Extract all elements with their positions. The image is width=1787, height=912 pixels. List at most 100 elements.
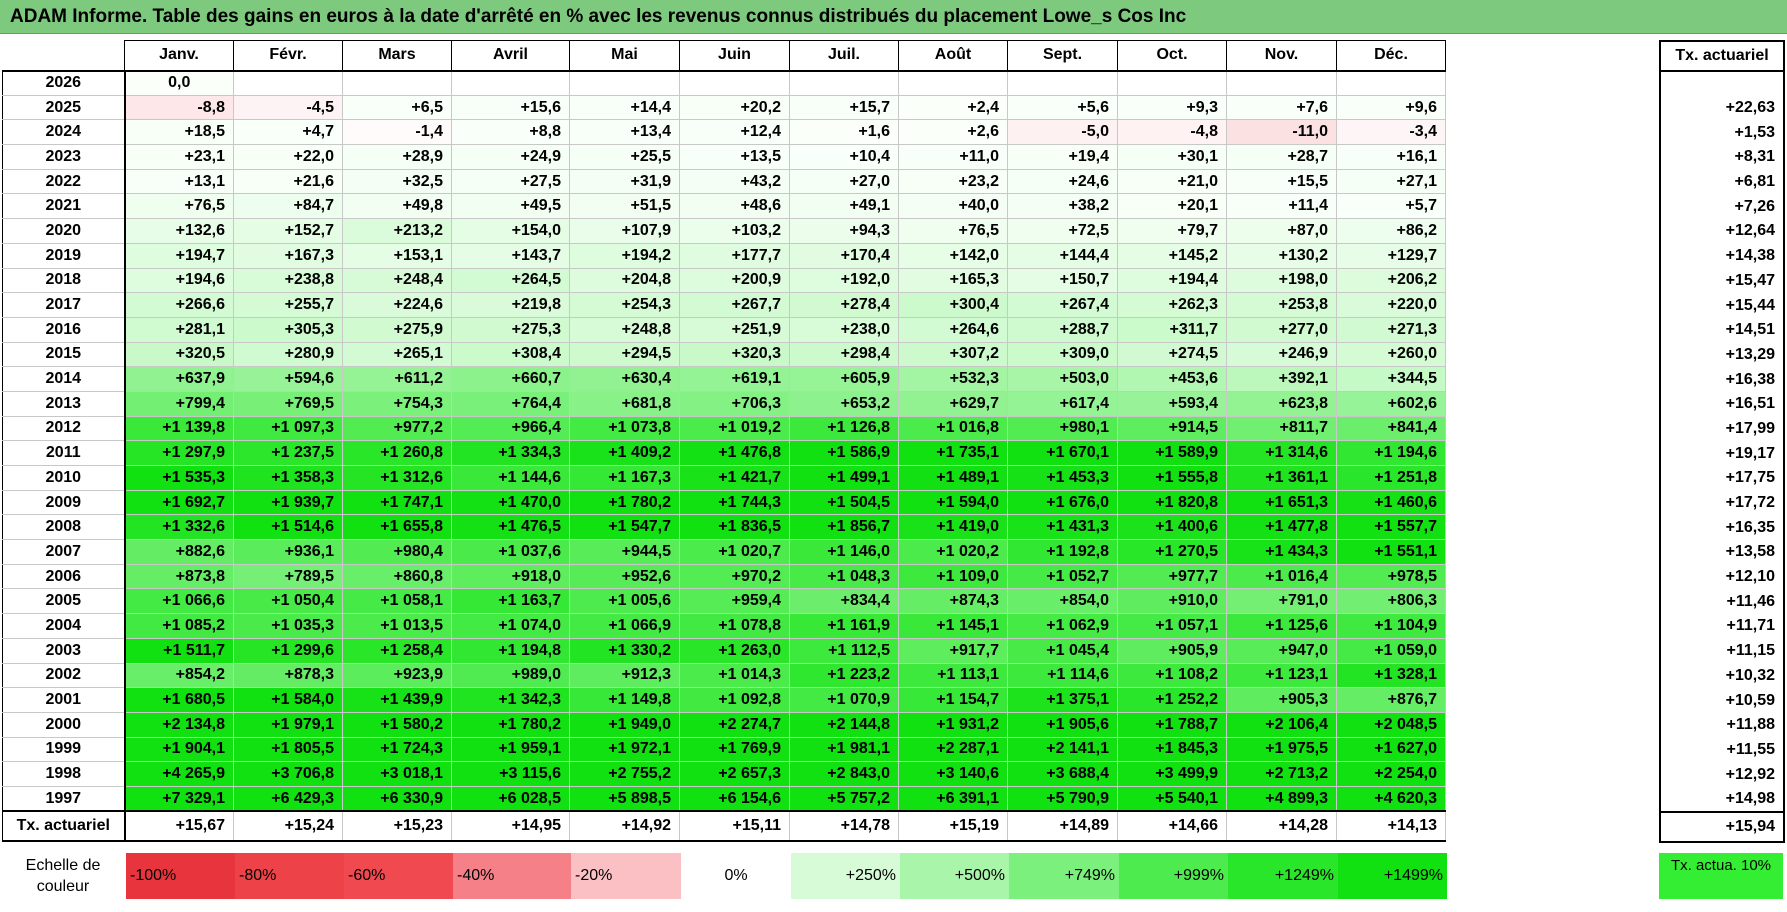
footer-cell: +15,23 — [342, 810, 452, 843]
gain-cell: +1 194,8 — [451, 637, 570, 664]
gain-cell: +213,2 — [342, 218, 452, 244]
gain-cell: +5 898,5 — [569, 785, 680, 812]
tx-actuariel-cell: +8,31 — [1659, 145, 1785, 170]
year-cell: 2006 — [2, 563, 126, 590]
legend-swatch: -60% — [344, 853, 453, 899]
gain-cell: +1 139,8 — [124, 415, 234, 442]
footer-cell: +15,11 — [679, 810, 790, 843]
gain-cell: +1 375,1 — [1007, 687, 1118, 713]
table-row: 2017 +266,6 +255,7 +224,6 +219,8 +254,3 +267,7… — [2, 292, 1446, 318]
gain-cell: +1 788,7 — [1117, 711, 1227, 738]
year-cell: 2026 — [2, 70, 126, 96]
month-header: Sept. — [1007, 40, 1118, 72]
gain-cell: +1 037,6 — [451, 539, 570, 565]
year-cell: 2001 — [2, 687, 126, 713]
gain-cell: +799,4 — [124, 390, 234, 417]
gain-cell: +806,3 — [1336, 588, 1446, 615]
gain-cell: +143,7 — [451, 242, 570, 269]
gain-cell: +280,9 — [233, 341, 343, 368]
gain-cell: +51,5 — [569, 193, 680, 220]
table-row: 2008 +1 332,6 +1 514,6 +1 655,8 +1 476,5 +1 5… — [2, 514, 1446, 541]
year-cell: 2024 — [2, 119, 126, 146]
year-cell: 2022 — [2, 168, 126, 195]
gain-cell: +23,2 — [898, 168, 1008, 195]
gain-cell: +255,7 — [233, 292, 343, 318]
gain-cell: +1 477,8 — [1226, 514, 1337, 541]
gain-cell: +21,6 — [233, 168, 343, 195]
gain-cell: +79,7 — [1117, 218, 1227, 244]
gain-cell: +1 066,6 — [124, 588, 234, 615]
gain-cell: +132,6 — [124, 218, 234, 244]
table-row: 2003 +1 511,7 +1 299,6 +1 258,4 +1 194,8 +1 3… — [2, 637, 1446, 664]
gain-cell: +267,4 — [1007, 292, 1118, 318]
gain-cell: +30,1 — [1117, 144, 1227, 170]
table-row: 2004 +1 085,2 +1 035,3 +1 013,5 +1 074,0 +1 0… — [2, 613, 1446, 639]
footer-cell: +14,95 — [451, 810, 570, 843]
footer-cell: +14,66 — [1117, 810, 1227, 843]
gain-cell: +238,0 — [789, 316, 899, 343]
gain-cell: +1 676,0 — [1007, 489, 1118, 516]
gain-cell: +1 680,5 — [124, 687, 234, 713]
gain-cell: +1 361,1 — [1226, 465, 1337, 491]
gain-cell: +841,4 — [1336, 415, 1446, 442]
gain-cell: +6 429,3 — [233, 785, 343, 812]
gain-cell: +1 154,7 — [898, 687, 1008, 713]
gain-cell: +1 820,8 — [1117, 489, 1227, 516]
tx-actuariel-cell: +10,32 — [1659, 663, 1785, 689]
gain-cell: +19,4 — [1007, 144, 1118, 170]
gain-cell: +936,1 — [233, 539, 343, 565]
gain-cell: +1 434,3 — [1226, 539, 1337, 565]
gain-cell: +918,0 — [451, 563, 570, 590]
gain-cell: +22,0 — [233, 144, 343, 170]
table-row: 2011 +1 297,9 +1 237,5 +1 260,8 +1 334,3 +1 4… — [2, 440, 1446, 466]
gain-cell: +145,2 — [1117, 242, 1227, 269]
gain-cell: +21,0 — [1117, 168, 1227, 195]
gain-cell: +1 260,8 — [342, 440, 452, 466]
tx-actuariel-cell: +14,38 — [1659, 243, 1785, 269]
tx-actuariel-cell — [1659, 71, 1785, 96]
year-cell: 1997 — [2, 785, 126, 812]
gain-cell: +262,3 — [1117, 292, 1227, 318]
gain-cell: +1 223,2 — [789, 662, 899, 689]
gain-cell: +271,3 — [1336, 316, 1446, 343]
gain-cell: +13,1 — [124, 168, 234, 195]
year-cell: 2008 — [2, 514, 126, 541]
gain-cell: +2 657,3 — [679, 761, 790, 787]
gain-cell: +980,4 — [342, 539, 452, 565]
tx-actuariel-cell: +15,44 — [1659, 293, 1785, 318]
gain-cell: +24,6 — [1007, 168, 1118, 195]
table-row: 2007 +882,6 +936,1 +980,4 +1 037,6 +944,5 +1 0… — [2, 539, 1446, 565]
gain-cell: +10,4 — [789, 144, 899, 170]
gain-cell: +764,4 — [451, 390, 570, 417]
table-row: 2002 +854,2 +878,3 +923,9 +989,0 +912,3 +1 014… — [2, 662, 1446, 689]
gain-cell: +274,5 — [1117, 341, 1227, 368]
footer-cell: +14,13 — [1336, 810, 1446, 843]
gain-cell: +1 780,2 — [451, 711, 570, 738]
gain-cell: +16,1 — [1336, 144, 1446, 170]
table-row: 2014 +637,9 +594,6 +611,2 +660,7 +630,4 +619,1… — [2, 366, 1446, 392]
gain-cell: +1 328,1 — [1336, 662, 1446, 689]
gain-cell — [451, 70, 570, 96]
tx-actuariel-header: Tx. actuariel — [1659, 40, 1785, 72]
gain-cell: +192,0 — [789, 267, 899, 294]
tx-actuariel-cell: +16,38 — [1659, 367, 1785, 392]
gain-cell — [1007, 70, 1118, 96]
gain-cell: +1 194,6 — [1336, 440, 1446, 466]
gain-cell: +653,2 — [789, 390, 899, 417]
tx-actuariel-cell: +13,29 — [1659, 342, 1785, 368]
gain-cell: +910,0 — [1117, 588, 1227, 615]
gain-cell: +309,0 — [1007, 341, 1118, 368]
gain-cell: +2,4 — [898, 94, 1008, 121]
gain-cell: +20,2 — [679, 94, 790, 121]
gain-cell: +1 959,1 — [451, 736, 570, 763]
gain-cell: +165,3 — [898, 267, 1008, 294]
tx-actuariel-cell: +1,53 — [1659, 120, 1785, 146]
table-row: 2026 0,0 — [2, 70, 1446, 96]
gain-cell — [1117, 70, 1227, 96]
gain-cell: +1 939,7 — [233, 489, 343, 516]
gain-cell: +246,9 — [1226, 341, 1337, 368]
gain-cell: +1 085,2 — [124, 613, 234, 639]
gain-cell: +198,0 — [1226, 267, 1337, 294]
gain-cell: +914,5 — [1117, 415, 1227, 442]
gain-cell: +1 126,8 — [789, 415, 899, 442]
